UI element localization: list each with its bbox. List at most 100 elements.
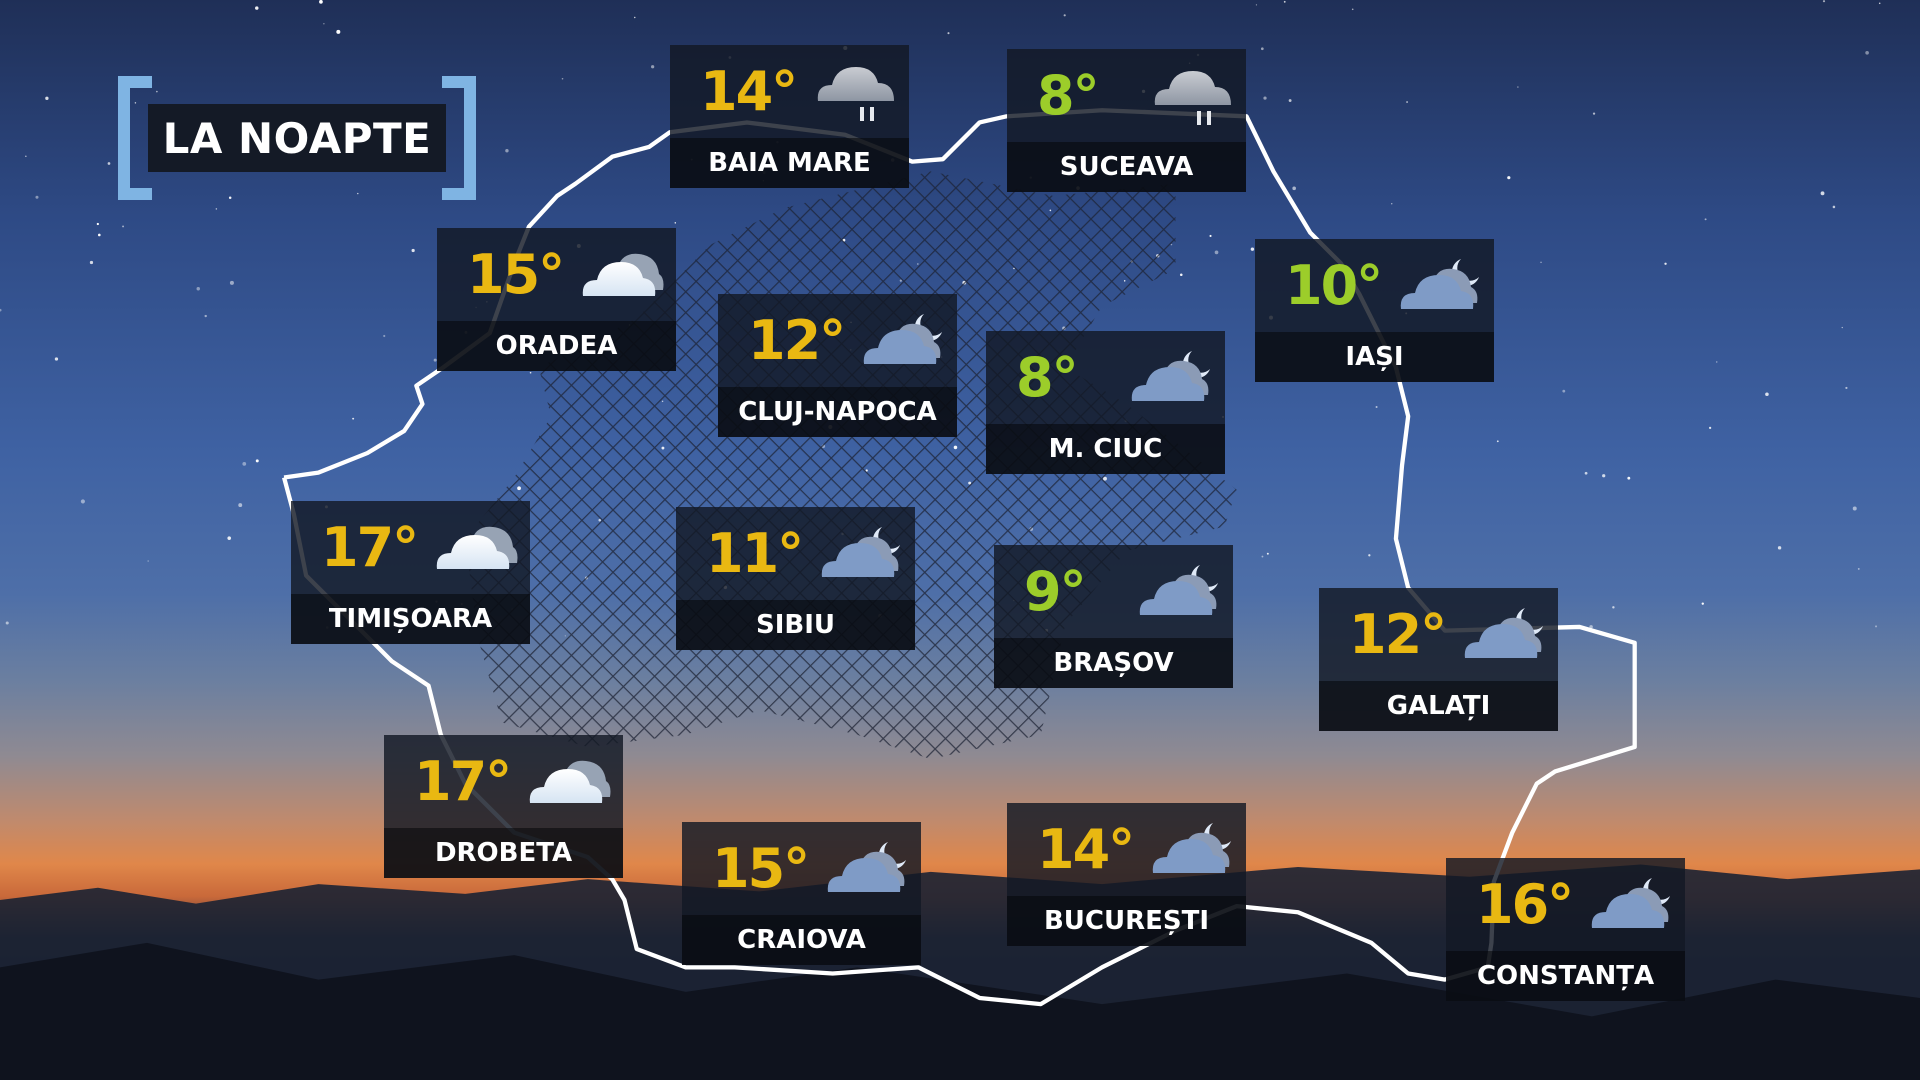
star xyxy=(1584,471,1588,475)
star xyxy=(1852,506,1857,511)
star xyxy=(204,314,207,318)
forecast-panel: 12° xyxy=(1319,588,1558,681)
star xyxy=(1266,552,1269,555)
temperature: 15° xyxy=(467,243,565,306)
city-card-brasov: 9° BRAȘOV xyxy=(994,545,1233,688)
city-name: IAȘI xyxy=(1255,332,1494,382)
city-card-craiova: 15° CRAIOVA xyxy=(682,822,921,965)
star xyxy=(1820,191,1825,196)
star xyxy=(383,334,386,338)
city-card-baia-mare: 14° BAIA MARE xyxy=(670,45,909,188)
temperature: 16° xyxy=(1476,873,1574,936)
star xyxy=(357,192,359,195)
star xyxy=(1701,602,1704,605)
star xyxy=(1351,8,1354,11)
star xyxy=(561,77,564,80)
star xyxy=(98,233,101,237)
star xyxy=(5,621,9,625)
star xyxy=(255,459,259,463)
star xyxy=(1496,440,1499,443)
star xyxy=(229,280,234,285)
star xyxy=(1179,273,1183,277)
star xyxy=(634,16,636,19)
city-name: BUCUREȘTI xyxy=(1007,896,1246,946)
page-title: LA NOAPTE xyxy=(148,104,446,172)
star xyxy=(1704,218,1707,221)
star xyxy=(215,208,218,210)
star xyxy=(228,196,232,200)
star xyxy=(319,0,323,4)
temperature: 8° xyxy=(1016,346,1079,409)
star xyxy=(1765,392,1769,397)
right-bracket xyxy=(442,76,476,200)
cloud-icon xyxy=(524,747,614,817)
cloud-moon-icon xyxy=(1126,343,1216,413)
cloud-moon-icon xyxy=(816,519,906,589)
city-card-galati: 12° GALAȚI xyxy=(1319,588,1558,731)
temperature: 17° xyxy=(321,516,419,579)
star xyxy=(1857,567,1860,570)
cloud-moon-icon xyxy=(1134,557,1224,627)
city-name: ORADEA xyxy=(437,321,676,371)
city-card-sibiu: 11° SIBIU xyxy=(676,507,915,650)
forecast-panel: 10° xyxy=(1255,239,1494,332)
star xyxy=(411,248,415,253)
forecast-panel: 12° xyxy=(718,294,957,387)
city-name: BRAȘOV xyxy=(994,638,1233,688)
star xyxy=(1664,262,1667,265)
star xyxy=(1716,361,1718,363)
star xyxy=(1708,426,1712,429)
star xyxy=(122,225,125,228)
star xyxy=(1292,186,1296,191)
star xyxy=(1602,474,1606,478)
star xyxy=(336,29,341,34)
star xyxy=(505,149,509,153)
star xyxy=(54,357,59,361)
cloud-moon-icon xyxy=(858,306,948,376)
star xyxy=(1209,234,1212,238)
star xyxy=(1261,555,1264,558)
star xyxy=(242,461,247,466)
temperature: 12° xyxy=(1349,603,1447,666)
star xyxy=(1777,546,1782,550)
star xyxy=(89,260,94,265)
cloud-icon xyxy=(431,513,521,583)
forecast-panel: 16° xyxy=(1446,858,1685,951)
star xyxy=(1063,14,1066,17)
star xyxy=(1875,625,1878,628)
star xyxy=(255,6,259,10)
city-card-drobeta: 17° DROBETA xyxy=(384,735,623,878)
cloud-icon xyxy=(577,240,667,310)
star xyxy=(227,536,232,540)
star xyxy=(1260,47,1264,51)
star xyxy=(1406,101,1408,103)
city-name: CRAIOVA xyxy=(682,915,921,965)
temperature: 17° xyxy=(414,750,512,813)
city-name: SIBIU xyxy=(676,600,915,650)
star xyxy=(1822,0,1826,3)
star xyxy=(107,162,111,165)
city-card-iasi: 10° IAȘI xyxy=(1255,239,1494,382)
forecast-panel: 14° xyxy=(670,45,909,138)
forecast-panel: 17° xyxy=(384,735,623,828)
star xyxy=(1612,606,1615,609)
star xyxy=(1589,625,1593,629)
star xyxy=(529,371,532,374)
star xyxy=(323,23,325,25)
star xyxy=(947,32,950,35)
temperature: 10° xyxy=(1285,254,1383,317)
star xyxy=(45,96,49,100)
forecast-panel: 15° xyxy=(682,822,921,915)
star xyxy=(1562,389,1566,393)
city-card-bucuresti: 14° BUCUREȘTI xyxy=(1007,803,1246,946)
star xyxy=(1283,0,1286,3)
city-name: DROBETA xyxy=(384,828,623,878)
star xyxy=(1517,86,1519,88)
city-card-oradea: 15° ORADEA xyxy=(437,228,676,371)
forecast-panel: 8° xyxy=(986,331,1225,424)
temperature: 11° xyxy=(706,522,804,585)
star xyxy=(1540,261,1542,264)
cloud-moon-icon xyxy=(1459,600,1549,670)
city-name: CONSTANȚA xyxy=(1446,951,1685,1001)
